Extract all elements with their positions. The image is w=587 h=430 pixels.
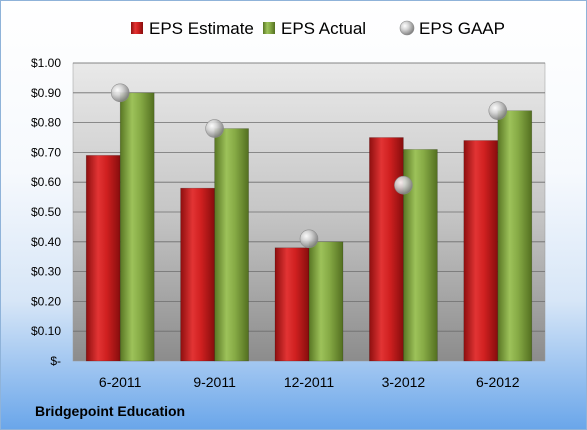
bar-eps-estimate [180, 187, 215, 362]
y-tick-label: $0.80 [31, 116, 61, 130]
company-name: Bridgepoint Education [35, 403, 186, 419]
gaap-marker [488, 101, 508, 120]
gaap-markers [110, 83, 508, 249]
y-tick-label: $1.00 [31, 56, 61, 70]
bar-eps-estimate [369, 137, 404, 362]
y-tick-label: $0.40 [31, 235, 61, 249]
bar-eps-actual [497, 110, 533, 362]
x-tick-label: 12-2011 [284, 374, 335, 390]
legend: EPS Estimate EPS Actual EPS GAAP [131, 19, 505, 38]
y-tick-label: $0.60 [31, 175, 61, 189]
legend-swatch [399, 20, 415, 36]
x-tick-label: 6-2012 [476, 374, 520, 390]
legend-label: EPS Estimate [149, 19, 254, 38]
x-tick-label: 6-2011 [99, 374, 142, 390]
bar-eps-actual [119, 92, 155, 362]
legend-swatch [131, 22, 143, 34]
x-tick-label: 3-2012 [382, 374, 426, 390]
bar-eps-actual [214, 128, 249, 362]
bar-eps-estimate [85, 155, 121, 362]
y-tick-label: $0.10 [31, 324, 61, 338]
legend-label: EPS GAAP [419, 19, 505, 38]
x-tick-label: 9-2011 [193, 374, 236, 390]
x-axis: 6-2011 9-2011 12-2011 3-2012 6-2012 [99, 374, 520, 390]
gaap-marker [110, 83, 130, 103]
y-tick-label: $- [50, 354, 61, 368]
y-axis: $- $0.10 $0.20 $0.30 $0.40 $0.50 $0.60 $0.70 $0.… [31, 56, 61, 368]
bar-eps-estimate [463, 140, 499, 362]
legend-swatch [263, 22, 275, 34]
y-tick-label: $0.20 [31, 294, 61, 308]
bar-eps-actual [308, 241, 344, 362]
legend-label: EPS Actual [281, 19, 366, 38]
gaap-marker [299, 229, 319, 249]
bar-eps-estimate [274, 247, 310, 362]
y-tick-label: $0.90 [31, 86, 61, 100]
gaap-marker [394, 175, 413, 195]
y-tick-label: $0.30 [31, 265, 61, 279]
gaap-marker [205, 119, 224, 138]
y-tick-label: $0.70 [31, 145, 61, 159]
y-tick-label: $0.50 [31, 205, 61, 219]
